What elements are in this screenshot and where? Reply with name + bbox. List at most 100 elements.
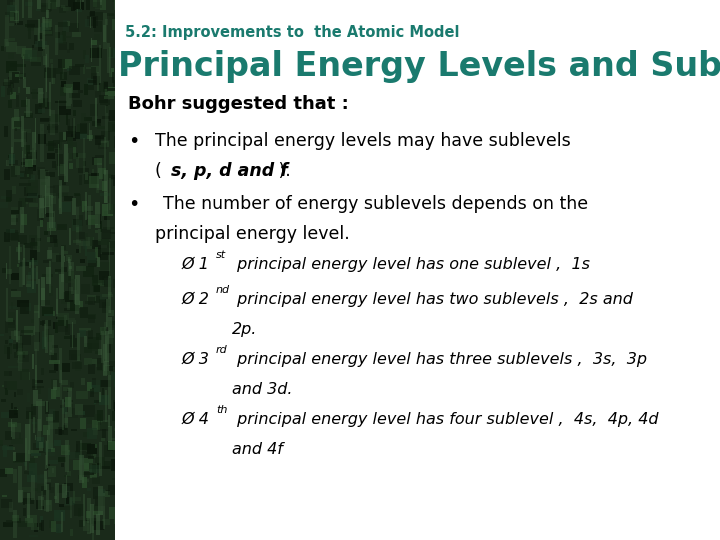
Bar [52, 345, 58, 348]
Bar [72, 322, 73, 348]
Bar [108, 485, 120, 495]
Bar [62, 486, 70, 497]
Bar [55, 0, 60, 7]
Bar [100, 0, 102, 4]
Bar [42, 338, 47, 349]
Bar [21, 129, 30, 133]
Bar [64, 251, 68, 254]
Bar [22, 487, 30, 492]
Bar [83, 161, 86, 166]
Bar [38, 496, 42, 510]
Bar [9, 23, 14, 26]
Bar [90, 17, 91, 28]
Bar [86, 453, 93, 458]
Bar [26, 168, 32, 178]
Bar [11, 118, 14, 153]
Bar [4, 169, 9, 180]
Bar [85, 192, 87, 220]
Bar [95, 214, 101, 224]
Bar [14, 139, 26, 142]
Bar [57, 225, 67, 231]
Bar [32, 354, 34, 369]
Bar [16, 247, 22, 253]
Bar [114, 460, 122, 467]
Bar [5, 12, 15, 17]
Bar [51, 0, 57, 9]
Bar [106, 490, 110, 492]
Bar [39, 442, 42, 451]
Bar [76, 207, 79, 245]
Bar [53, 185, 62, 196]
Bar [84, 174, 96, 184]
Bar [25, 24, 35, 27]
Bar [90, 386, 100, 392]
Bar [69, 266, 72, 269]
Bar [114, 428, 119, 431]
Text: principal energy level.: principal energy level. [155, 225, 350, 243]
Bar [40, 118, 51, 121]
Bar [82, 201, 87, 212]
Bar [11, 215, 16, 225]
Bar [25, 50, 37, 62]
Bar [27, 87, 30, 94]
Bar [102, 116, 110, 119]
Bar [5, 321, 8, 333]
Bar [91, 391, 98, 394]
Text: •: • [128, 132, 140, 151]
Bar [45, 329, 49, 335]
Bar [87, 252, 96, 263]
Bar [28, 28, 31, 39]
Text: The number of energy sublevels depends on the: The number of energy sublevels depends o… [163, 195, 588, 213]
Bar [97, 257, 100, 267]
Bar [6, 447, 15, 450]
Bar [84, 343, 92, 353]
Bar [72, 118, 74, 129]
Bar [12, 424, 15, 439]
Bar [4, 381, 10, 389]
Bar [63, 256, 65, 262]
Bar [69, 262, 71, 276]
Bar [112, 372, 121, 381]
Bar [66, 255, 72, 261]
Bar [52, 142, 63, 150]
Bar [89, 297, 95, 306]
Text: st: st [216, 250, 226, 260]
Bar [63, 399, 65, 430]
Bar [96, 72, 99, 91]
Bar [90, 49, 102, 58]
Bar [85, 19, 89, 27]
Bar [53, 311, 55, 316]
Bar [97, 239, 109, 245]
Bar [14, 166, 19, 175]
Text: Principal Energy Levels and Sublevels: Principal Energy Levels and Sublevels [118, 50, 720, 83]
Bar [75, 294, 78, 314]
Bar [73, 460, 81, 470]
Bar [50, 350, 52, 352]
Bar [66, 389, 69, 392]
Bar [94, 285, 100, 292]
Bar [49, 286, 53, 296]
Bar [37, 419, 40, 441]
Bar [31, 404, 37, 415]
Bar [96, 420, 108, 429]
Bar [80, 123, 87, 133]
Bar [81, 112, 86, 124]
Bar [79, 174, 82, 185]
Bar [92, 526, 94, 539]
Bar [108, 441, 115, 450]
Bar [17, 245, 20, 264]
Bar [70, 497, 72, 518]
Bar [67, 408, 78, 418]
Bar [55, 164, 58, 170]
Bar [31, 92, 38, 94]
Bar [35, 435, 36, 441]
Bar [48, 247, 53, 259]
Bar [45, 68, 56, 78]
Text: and 3d.: and 3d. [232, 382, 292, 397]
Text: Ø 3: Ø 3 [182, 352, 210, 367]
Bar [17, 352, 27, 355]
Bar [42, 425, 50, 435]
Bar [24, 471, 33, 474]
Bar [73, 118, 75, 138]
Bar [62, 363, 70, 372]
